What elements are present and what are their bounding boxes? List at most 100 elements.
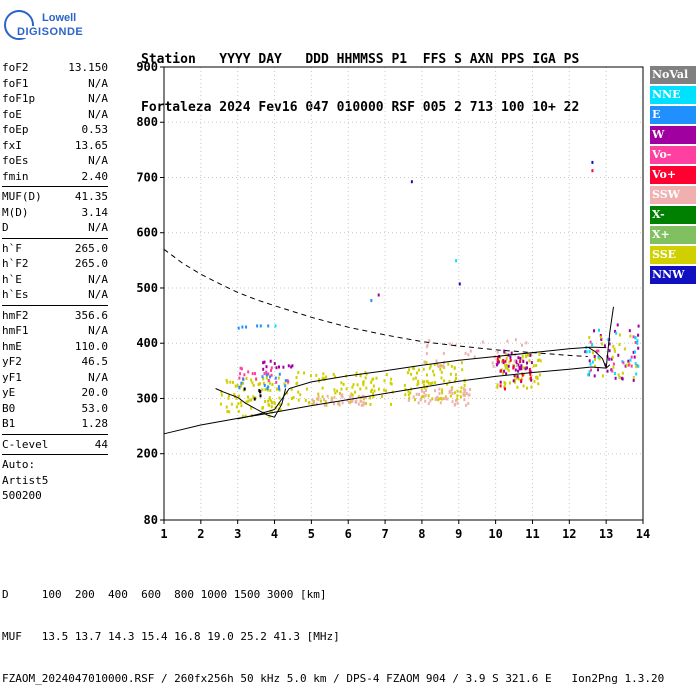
echo-point [455,376,457,380]
param-group-1: foF2 13.150 foF1 N/A foF1p N/A foE N/A foEp 0.53 f… [2,60,108,184]
echo-point [268,403,271,407]
echo-point [625,363,628,367]
param-key: h`F [2,241,22,255]
echo-point [237,326,240,330]
echo-point [235,405,238,409]
echo-point [365,372,368,376]
echo-point [516,385,519,389]
echo-point [355,374,358,377]
echo-point [436,398,439,402]
echo-point [297,398,300,402]
echo-point [451,386,454,390]
echo-point [270,369,272,372]
echo-point [412,395,415,399]
echo-point [373,389,376,393]
param-row-he: h`E N/A [2,272,108,288]
param-row-d: D N/A [2,220,108,236]
x-tick-label: 4 [271,527,278,541]
echo-point [312,401,315,405]
echo-point [501,360,504,364]
param-value: 44 [94,437,108,451]
echo-point [389,381,392,385]
echo-point [284,384,287,388]
echo-point [364,371,367,375]
echo-point [524,367,527,371]
echo-point [362,403,365,407]
param-key: fmin [2,169,29,183]
y-tick-label: 800 [136,115,158,129]
param-value: N/A [88,272,108,286]
echo-point [451,388,453,392]
echo-point [259,324,262,328]
echo-point [610,357,613,361]
echo-point [634,336,637,340]
echo-point [520,367,523,371]
echo-point [240,367,243,371]
echo-point [529,376,532,380]
echo-point [538,373,541,377]
echo-point [618,376,621,380]
echo-point [637,333,640,337]
echo-point [506,367,509,371]
y-tick-label: 700 [136,170,158,184]
lowell-digisonde-logo: Lowell DIGISONDE [2,4,85,44]
echo-point [516,375,519,379]
echo-point [632,350,635,354]
echo-point [465,403,468,407]
echo-point [427,394,430,398]
echo-point [434,381,437,384]
echo-point [438,392,441,396]
echo-point [390,382,393,386]
echo-point [331,399,334,403]
echo-point [332,372,335,376]
trace-cusp-left [215,388,287,418]
echo-point [426,373,428,377]
echo-point [313,399,315,403]
param-key: C-level [2,437,49,451]
echo-point [354,390,357,394]
param-row-hme: hmE 110.0 [2,339,108,355]
echo-point [291,364,294,368]
echo-point [269,410,272,413]
legend-item-e: E [650,106,696,124]
echo-point [270,405,273,409]
echo-point [299,393,302,397]
param-value: 46.5 [81,355,109,368]
echo-point [240,404,243,408]
echo-point [385,373,388,377]
echo-point [627,359,630,363]
echo-point [247,370,250,374]
echo-point [612,365,615,369]
param-key: hmF1 [2,324,29,337]
param-row-clevel: C-level 44 [2,437,108,453]
echo-point [521,373,524,377]
echo-point [588,370,591,374]
echo-point [439,401,442,405]
param-value: N/A [88,92,108,105]
echo-point [617,353,620,357]
echo-point [428,366,431,370]
echo-point [372,392,374,396]
legend-item-xplus: X+ [650,226,696,244]
echo-point [321,376,324,380]
echo-point [504,363,507,367]
auto-label: Auto: [2,458,36,471]
echo-point [303,371,306,375]
echo-point [369,396,372,400]
echo-point [359,387,362,391]
y-tick-label: 900 [136,60,158,74]
echo-point [454,379,456,383]
echo-point [514,359,517,363]
legend-item-ssw: SSW [650,186,696,204]
echo-point [456,394,459,398]
echo-point [237,402,240,406]
echo-point [499,380,502,384]
echo-point [512,379,515,383]
echo-point [464,388,467,392]
param-value: 53.0 [81,401,109,415]
echo-point [318,378,321,382]
param-key: foEp [2,123,29,136]
echo-point [265,365,268,369]
echo-point [595,349,598,353]
echo-point [584,350,587,354]
